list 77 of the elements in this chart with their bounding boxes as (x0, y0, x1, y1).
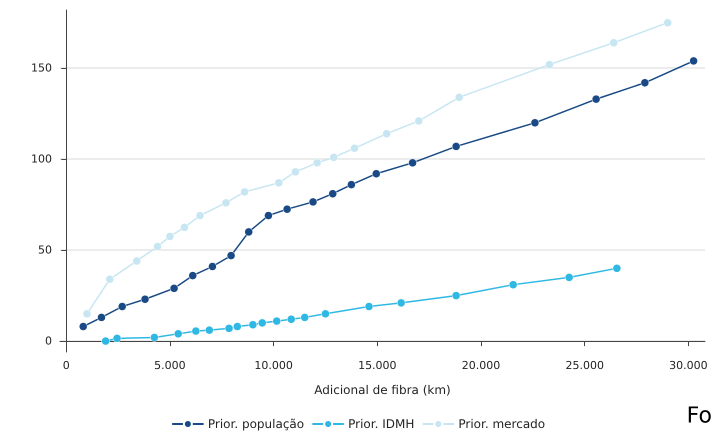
point (170, 284, 178, 293)
point (205, 326, 214, 334)
point (150, 333, 159, 342)
point (196, 211, 204, 220)
x-tick-label: 5.000 (154, 359, 186, 372)
point (282, 204, 292, 214)
point (347, 180, 356, 189)
x-axis-title: Adicional de fibra (km) (314, 383, 451, 397)
point (321, 310, 330, 318)
point (396, 298, 406, 308)
point (174, 330, 182, 338)
point (454, 93, 464, 102)
x-tick-label: 30.000 (669, 359, 708, 372)
point (564, 273, 574, 282)
point (153, 242, 162, 251)
point (226, 251, 236, 260)
point (312, 158, 322, 168)
point (530, 118, 540, 128)
point (364, 302, 374, 311)
x-tick-label: 20.000 (462, 359, 500, 372)
point (112, 334, 122, 343)
point (382, 129, 391, 138)
point (258, 318, 266, 328)
point (180, 223, 189, 232)
point (592, 94, 600, 104)
point (118, 302, 126, 311)
y-tick-label: 150 (31, 62, 52, 75)
point (452, 142, 460, 151)
point (97, 313, 106, 322)
point (82, 310, 92, 318)
point (208, 262, 217, 271)
point (166, 232, 174, 241)
text: Fo (686, 404, 712, 428)
point (78, 322, 88, 331)
point (689, 56, 698, 66)
point (328, 189, 337, 198)
point (140, 294, 150, 304)
point (508, 280, 518, 289)
y-tick-label: 100 (31, 152, 52, 166)
point (287, 315, 296, 324)
point (640, 78, 650, 88)
x-tick-label: 25.000 (565, 359, 604, 372)
point (414, 116, 424, 126)
x-tick-label: 10.000 (254, 359, 293, 372)
point (106, 274, 114, 284)
point (300, 313, 309, 322)
point (408, 158, 417, 168)
point (350, 144, 359, 153)
point (663, 18, 672, 27)
y-tick-label: 50 (38, 244, 52, 257)
point (192, 326, 200, 336)
point (233, 322, 242, 331)
point (372, 169, 381, 178)
point (224, 324, 234, 333)
point (248, 320, 258, 329)
legend-label: Prior. mercado (458, 417, 546, 431)
point (274, 178, 284, 188)
point (330, 153, 338, 162)
point (291, 168, 300, 176)
point (244, 228, 253, 236)
x-tick-label: 15.000 (358, 359, 397, 372)
point (452, 291, 460, 300)
point (545, 60, 554, 69)
legend-label: Prior. população (208, 417, 304, 431)
y-tick-label: 0 (45, 334, 52, 348)
point (264, 211, 273, 220)
point (308, 198, 318, 206)
point (272, 316, 281, 326)
legend-label: Prior. IDMH (348, 417, 414, 431)
point (188, 271, 197, 280)
x-tick-label: 0 (62, 359, 70, 372)
point (132, 256, 141, 266)
point (240, 188, 249, 196)
point (612, 264, 622, 273)
point (610, 38, 618, 47)
point (222, 198, 230, 208)
point (101, 336, 110, 346)
